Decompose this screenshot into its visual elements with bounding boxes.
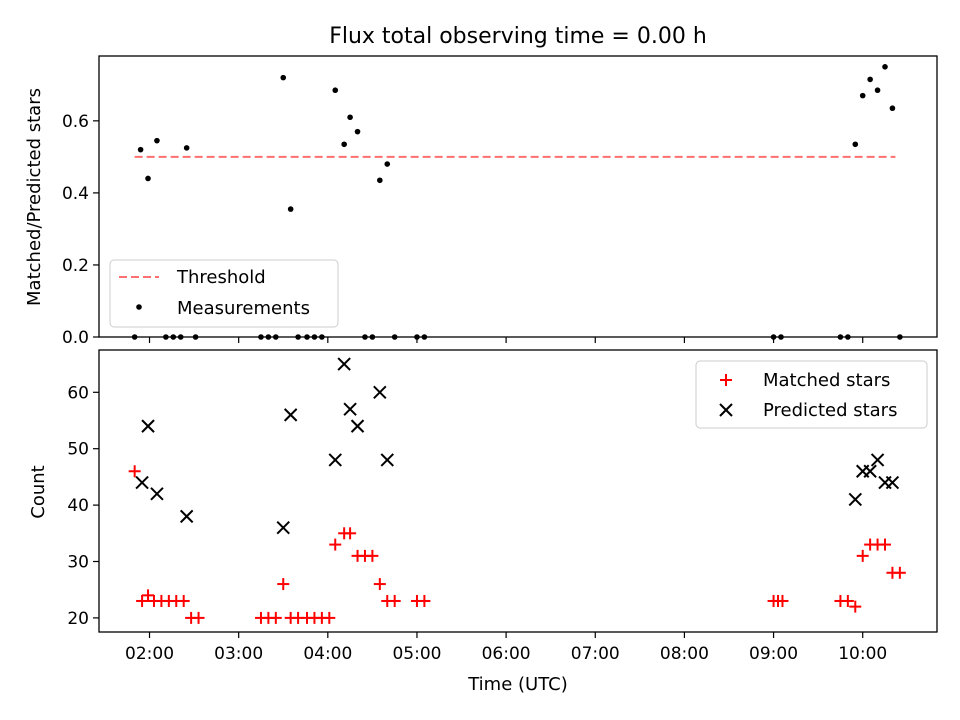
measurement-point — [183, 145, 190, 151]
top-panel: 0.0 0.2 0.4 0.6 Matched/Predicted stars Thr… — [24, 55, 938, 348]
predicted-star-point — [380, 453, 394, 467]
matched-star-point — [269, 611, 282, 624]
bottom-y-tick-label: 20 — [67, 609, 89, 629]
matched-star-point — [366, 549, 379, 562]
bottom-x-tick-label: 10:00 — [838, 644, 887, 664]
measurement-point — [384, 161, 391, 167]
predicted-star-point — [337, 357, 351, 371]
matched-star-point — [142, 589, 155, 602]
matched-star-point — [177, 594, 190, 607]
bottom-x-tick-label: 02:00 — [125, 644, 174, 664]
matched-star-point — [878, 538, 891, 551]
matched-star-point — [841, 594, 854, 607]
x-axis-label: Time (UTC) — [467, 674, 568, 695]
bottom-x-tick-label: 08:00 — [660, 644, 709, 664]
measurement-point — [332, 87, 339, 94]
legend-matched-label: Matched stars — [763, 370, 890, 391]
measurement-point — [154, 137, 160, 144]
bottom-y-tick-label: 30 — [67, 553, 89, 573]
measurement-point — [874, 87, 881, 94]
predicted-star-point — [328, 453, 342, 467]
measurement-point — [341, 141, 347, 148]
matched-star-point — [192, 611, 205, 624]
predicted-star-point — [179, 509, 194, 524]
figure-title: Flux total observing time = 0.00 h — [329, 24, 707, 49]
top-legend: Threshold Measurements — [109, 259, 339, 328]
predicted-star-point — [885, 475, 900, 490]
top-y-tick-label: 0.0 — [62, 328, 89, 348]
legend-measurements-label: Measurements — [177, 298, 310, 319]
matched-star-point — [373, 578, 386, 591]
bottom-y-axis-label: Count — [28, 465, 49, 518]
matched-star-point — [893, 566, 906, 579]
measurement-point — [280, 74, 287, 81]
matched-star-point — [856, 549, 869, 562]
bottom-axes-frame — [98, 349, 938, 633]
legend-predicted-label: Predicted stars — [763, 400, 897, 421]
top-axes-frame — [98, 55, 938, 338]
matched-star-point — [849, 600, 862, 613]
predicted-star-point — [350, 419, 365, 433]
measurement-point — [377, 177, 383, 184]
legend-predicted-swatch — [719, 403, 733, 417]
bottom-x-tick-label: 07:00 — [571, 644, 620, 664]
measurement-point — [354, 128, 361, 135]
measurement-point — [867, 76, 873, 83]
legend-measurements-swatch — [136, 304, 142, 310]
bottom-legend: Matched stars Predicted stars — [695, 360, 928, 429]
bottom-panel: 20 30 40 50 60 02:00 03:00 04:00 05:00 06:00 07:0… — [28, 349, 938, 695]
bottom-x-tick-label: 05:00 — [392, 644, 441, 664]
top-y-tick-label: 0.2 — [62, 256, 89, 276]
matched-star-point — [388, 594, 401, 607]
matched-star-point — [344, 527, 357, 540]
top-x-ticks — [148, 337, 864, 343]
predicted-star-point — [373, 385, 387, 400]
bottom-y-tick-label: 50 — [67, 440, 89, 460]
measurement-point — [137, 146, 144, 153]
predicted-star-point — [135, 475, 149, 490]
matched-star-point — [776, 594, 789, 607]
measurement-point — [882, 64, 888, 70]
predicted-star-point — [276, 520, 290, 535]
matched-star-point — [128, 465, 141, 478]
top-y-tick-label: 0.6 — [62, 112, 89, 132]
legend-matched-swatch — [720, 374, 732, 386]
measurement-point — [347, 114, 353, 121]
measurement-point — [852, 141, 859, 148]
matched-star-point — [329, 538, 342, 551]
measurement-point — [859, 92, 866, 99]
matched-star-point — [323, 611, 336, 624]
matched-star-point — [277, 578, 290, 591]
top-y-ticks: 0.0 0.2 0.4 0.6 — [62, 112, 99, 348]
top-legend-box — [109, 259, 339, 328]
bottom-x-ticks: 02:00 03:00 04:00 05:00 06:00 07:00 08:00 09:00… — [125, 632, 887, 664]
bottom-x-tick-label: 03:00 — [214, 644, 263, 664]
bottom-y-tick-label: 60 — [67, 383, 89, 403]
predicted-star-point — [863, 464, 877, 478]
predicted-star-point — [150, 487, 164, 501]
matched-star-point — [136, 594, 149, 607]
predicted-star-point — [141, 419, 155, 433]
measurement-point — [889, 105, 896, 112]
predicted-star-point — [870, 453, 885, 467]
measurement-point — [145, 175, 151, 182]
bottom-x-tick-label: 04:00 — [303, 644, 352, 664]
bottom-plot-area — [128, 357, 906, 624]
bottom-y-tick-label: 40 — [67, 496, 89, 516]
measurement-point — [287, 206, 294, 212]
predicted-star-point — [283, 408, 298, 422]
matched-star-point — [418, 594, 431, 607]
predicted-star-point — [848, 492, 862, 507]
legend-threshold-label: Threshold — [176, 267, 266, 288]
top-y-tick-label: 0.4 — [62, 184, 89, 204]
bottom-y-ticks: 20 30 40 50 60 — [67, 383, 99, 629]
bottom-x-tick-label: 09:00 — [749, 644, 798, 664]
predicted-star-point — [343, 402, 357, 416]
top-y-axis-label: Matched/Predicted stars — [24, 88, 45, 306]
bottom-legend-box — [695, 360, 928, 429]
bottom-x-tick-label: 06:00 — [482, 644, 531, 664]
